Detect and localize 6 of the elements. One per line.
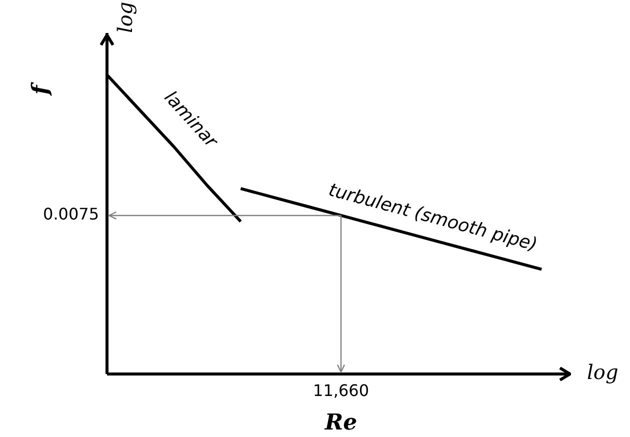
- text: 11,660: [313, 381, 369, 400]
- y-axis-title: f: [28, 82, 54, 97]
- x-axis-title: Re: [324, 410, 358, 436]
- text: log: [113, 2, 138, 33]
- text: 0.0075: [43, 204, 99, 224]
- text: log: [587, 360, 618, 384]
